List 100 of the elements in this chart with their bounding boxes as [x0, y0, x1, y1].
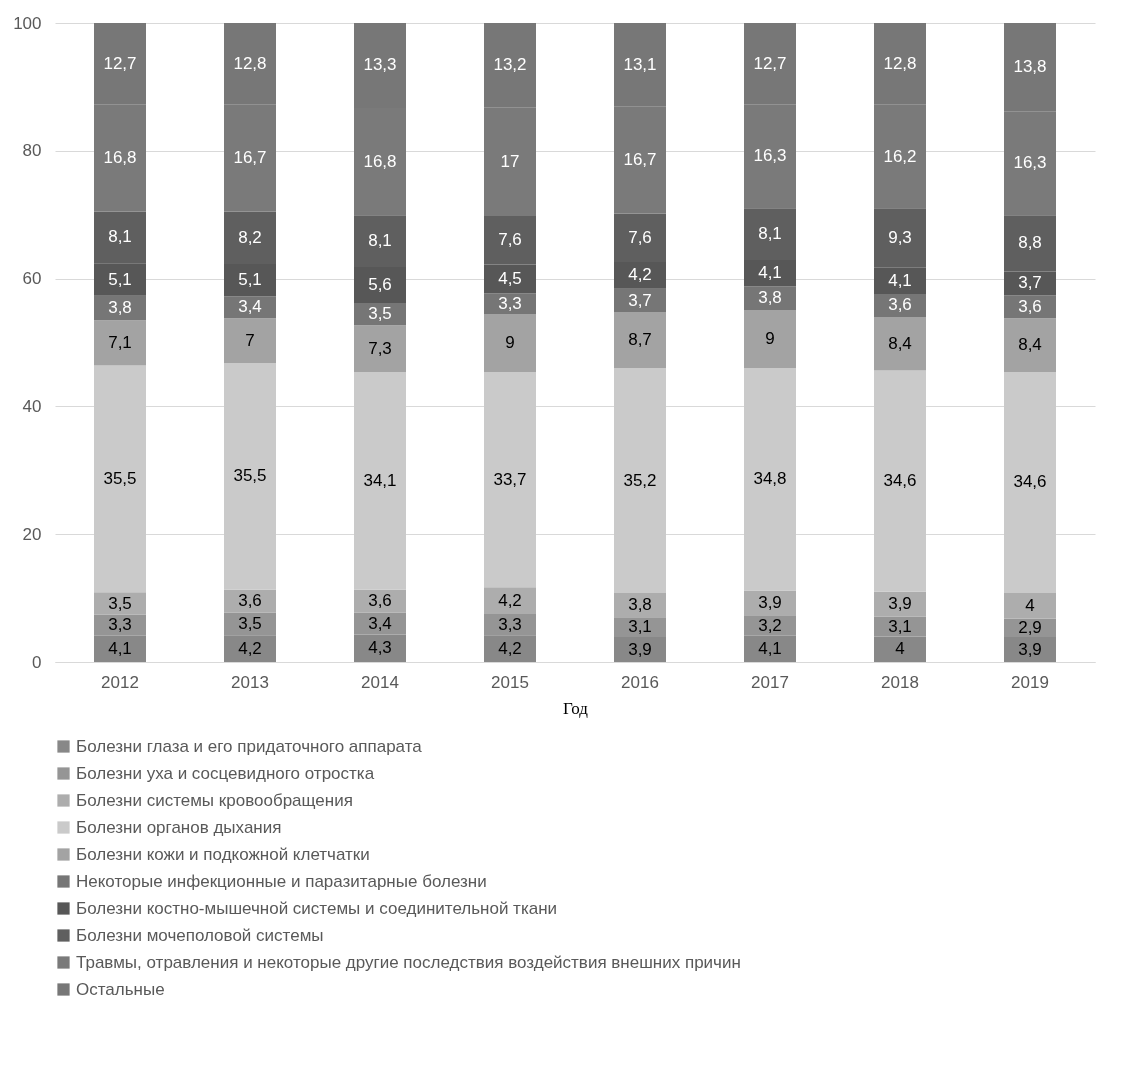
data-label: 3,8 — [108, 297, 132, 317]
data-label: 7,1 — [108, 332, 132, 352]
bar — [744, 635, 796, 662]
legend-label: Травмы, отравления и некоторые другие последствия воздействия внешних причин — [76, 952, 741, 972]
data-label: 12,8 — [883, 53, 917, 73]
data-label: 4,1 — [108, 638, 132, 658]
data-label: 8,8 — [1018, 233, 1042, 253]
bar — [224, 362, 276, 590]
data-label: 4,5 — [498, 268, 522, 288]
data-label: 4,1 — [888, 270, 912, 290]
data-label: 8,1 — [758, 224, 782, 244]
data-label: 12,7 — [753, 53, 787, 73]
bar — [1004, 592, 1056, 619]
data-label: 3,7 — [628, 290, 652, 310]
data-label: 3,6 — [368, 591, 392, 611]
data-label: 2,9 — [1018, 617, 1042, 637]
x-tick-label: 2018 — [881, 672, 919, 692]
legend-label: Болезни кожи и подкожной клетчатки — [76, 844, 370, 864]
bar — [484, 314, 536, 372]
bar — [874, 370, 926, 592]
x-tick-label: 2013 — [231, 672, 269, 692]
data-label: 7,3 — [368, 338, 392, 358]
data-label: 35,5 — [233, 466, 267, 486]
data-label: 13,2 — [493, 55, 527, 75]
data-label: 3,9 — [758, 592, 782, 612]
y-tick-label: 40 — [22, 396, 42, 416]
data-label: 3,8 — [758, 288, 782, 308]
bar — [744, 615, 796, 636]
bar — [94, 320, 146, 366]
bar — [484, 635, 536, 662]
bar — [224, 635, 276, 662]
x-tick-label: 2012 — [101, 672, 139, 692]
legend-label: Болезни мочеполовой системы — [76, 925, 324, 945]
data-label: 3,5 — [108, 593, 132, 613]
bar — [224, 296, 276, 319]
data-label: 3,6 — [1018, 296, 1042, 316]
bar — [94, 592, 146, 615]
x-tick-label: 2015 — [491, 672, 529, 692]
data-label: 16,3 — [753, 146, 787, 166]
data-label: 3,4 — [368, 613, 392, 633]
data-label: 12,8 — [233, 53, 267, 73]
data-label: 35,5 — [103, 468, 137, 488]
bar — [484, 371, 536, 588]
data-label: 3,9 — [628, 639, 652, 659]
bar — [744, 310, 796, 369]
data-label: 16,7 — [233, 148, 267, 168]
x-tick-label: 2019 — [1011, 672, 1049, 692]
data-label: 3,6 — [238, 591, 262, 611]
data-label: 9,3 — [888, 228, 912, 248]
x-tick-label: 2016 — [621, 672, 659, 692]
data-label: 8,4 — [1018, 335, 1042, 355]
data-label: 3,9 — [888, 594, 912, 614]
data-label: 8,2 — [238, 227, 262, 247]
data-label: 4,1 — [758, 263, 782, 283]
data-label: 13,1 — [623, 54, 657, 74]
data-label: 3,7 — [1018, 273, 1042, 293]
data-label: 5,6 — [368, 274, 392, 294]
x-tick-label: 2017 — [751, 672, 789, 692]
bar — [484, 587, 536, 615]
data-label: 16,3 — [1013, 153, 1047, 173]
bar — [94, 635, 146, 662]
data-label: 3,3 — [498, 293, 522, 313]
data-label: 34,1 — [363, 470, 397, 490]
data-label: 13,3 — [363, 55, 397, 75]
data-label: 34,6 — [1013, 472, 1047, 492]
bar — [614, 368, 666, 593]
data-label: 4 — [1025, 595, 1035, 615]
data-label: 8,1 — [108, 227, 132, 247]
data-label: 7,6 — [628, 227, 652, 247]
legend-label: Болезни уха и сосцевидного отростка — [76, 763, 375, 783]
data-label: 16,2 — [883, 146, 917, 166]
data-label: 17 — [500, 151, 520, 171]
data-label: 4,2 — [498, 590, 522, 610]
bar — [224, 318, 276, 363]
data-label: 4,3 — [368, 638, 392, 658]
data-label: 5,1 — [108, 269, 132, 289]
data-label: 3,6 — [888, 295, 912, 315]
data-label: 3,2 — [758, 615, 782, 635]
data-label: 3,5 — [368, 304, 392, 324]
y-tick-label: 80 — [22, 141, 42, 161]
data-label: 3,1 — [628, 617, 652, 637]
y-tick-label: 100 — [13, 13, 42, 33]
x-tick-label: 2014 — [361, 672, 399, 692]
data-label: 7,6 — [498, 230, 522, 250]
bar — [1004, 371, 1056, 593]
data-label: 12,7 — [103, 53, 137, 73]
data-label: 16,7 — [623, 150, 657, 170]
bar — [874, 316, 926, 371]
legend-label: Болезни костно-мышечной системы и соединительной ткани — [76, 898, 558, 918]
data-label: 4,1 — [758, 638, 782, 658]
legend-label: Болезни системы кровообращения — [76, 790, 353, 810]
bar — [1004, 318, 1056, 372]
legend-label: Остальные — [76, 979, 165, 999]
data-label: 16,8 — [363, 151, 397, 171]
y-tick-label: 0 — [32, 652, 42, 672]
legend-label: Болезни глаза и его придаточного аппарата — [76, 736, 423, 756]
x-axis-title: Год — [563, 698, 589, 718]
bar — [874, 636, 926, 662]
data-label: 5,1 — [238, 270, 262, 290]
data-label: 35,2 — [623, 470, 657, 490]
